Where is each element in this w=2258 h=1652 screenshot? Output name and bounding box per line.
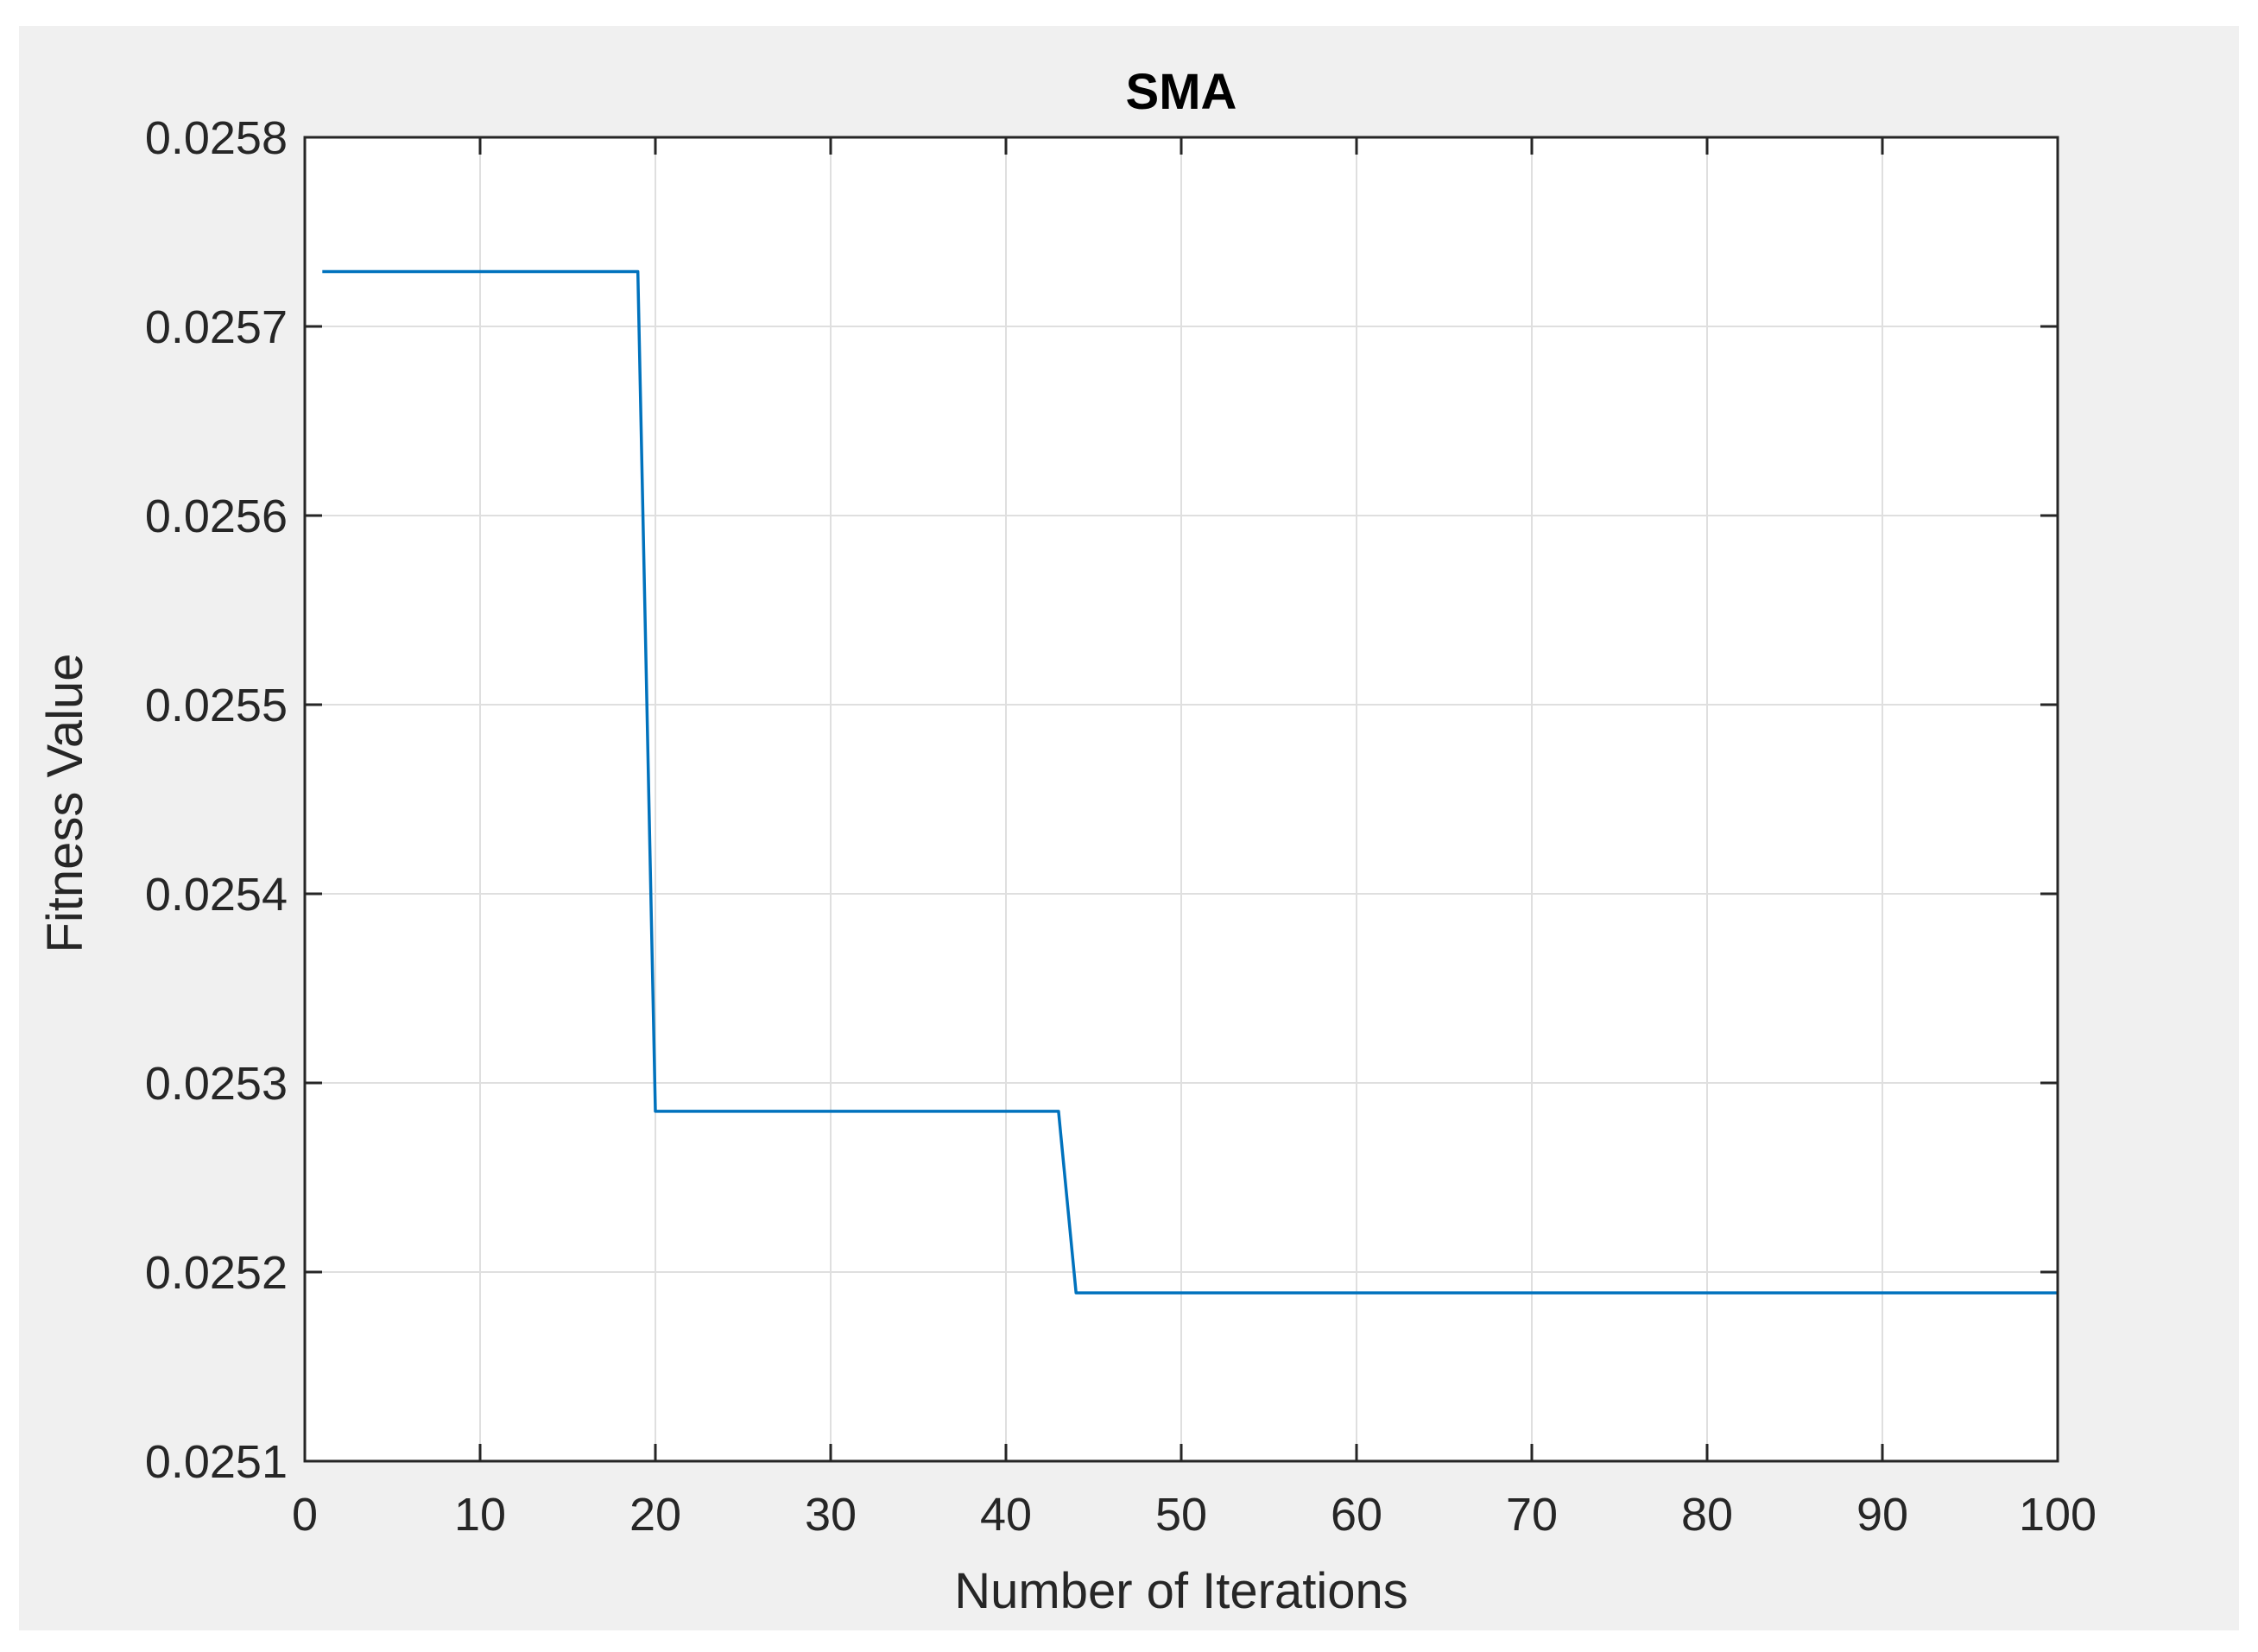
x-tick-label: 100 [2019, 1489, 2097, 1541]
y-axis-label: Fitness Value [37, 653, 93, 953]
x-tick-label: 60 [1331, 1489, 1382, 1541]
x-tick-label: 20 [629, 1489, 681, 1541]
x-tick-label: 90 [1856, 1489, 1908, 1541]
y-tick-label: 0.0255 [145, 680, 288, 731]
y-tick-label: 0.0252 [145, 1247, 288, 1299]
y-tick-label: 0.0251 [145, 1436, 288, 1488]
x-tick-label: 80 [1681, 1489, 1733, 1541]
x-axis-label: Number of Iterations [954, 1563, 1407, 1619]
series-line [322, 269, 2058, 1294]
x-tick-label: 70 [1506, 1489, 1558, 1541]
y-tick-label: 0.0257 [145, 301, 288, 353]
tick-marks [303, 136, 2059, 1463]
x-tick-label: 50 [1155, 1489, 1207, 1541]
y-tick-label: 0.0253 [145, 1058, 288, 1110]
y-tick-label: 0.0254 [145, 869, 288, 921]
x-tick-label: 40 [980, 1489, 1032, 1541]
series-layer [322, 269, 2058, 1294]
x-tick-label: 10 [454, 1489, 506, 1541]
x-tick-label: 0 [292, 1489, 318, 1541]
y-tick-label: 0.0256 [145, 491, 288, 542]
y-tick-labels: 0.0251 0.0252 0.0253 0.0254 0.0255 0.0256 0.02… [145, 112, 288, 1488]
y-tick-label: 0.0258 [145, 112, 288, 164]
x-tick-labels: 0 10 20 30 40 50 60 70 80 90 100 [292, 1489, 2097, 1541]
chart-title: SMA [1126, 64, 1237, 120]
x-tick-label: 30 [805, 1489, 857, 1541]
grid-lines [305, 137, 2058, 1461]
